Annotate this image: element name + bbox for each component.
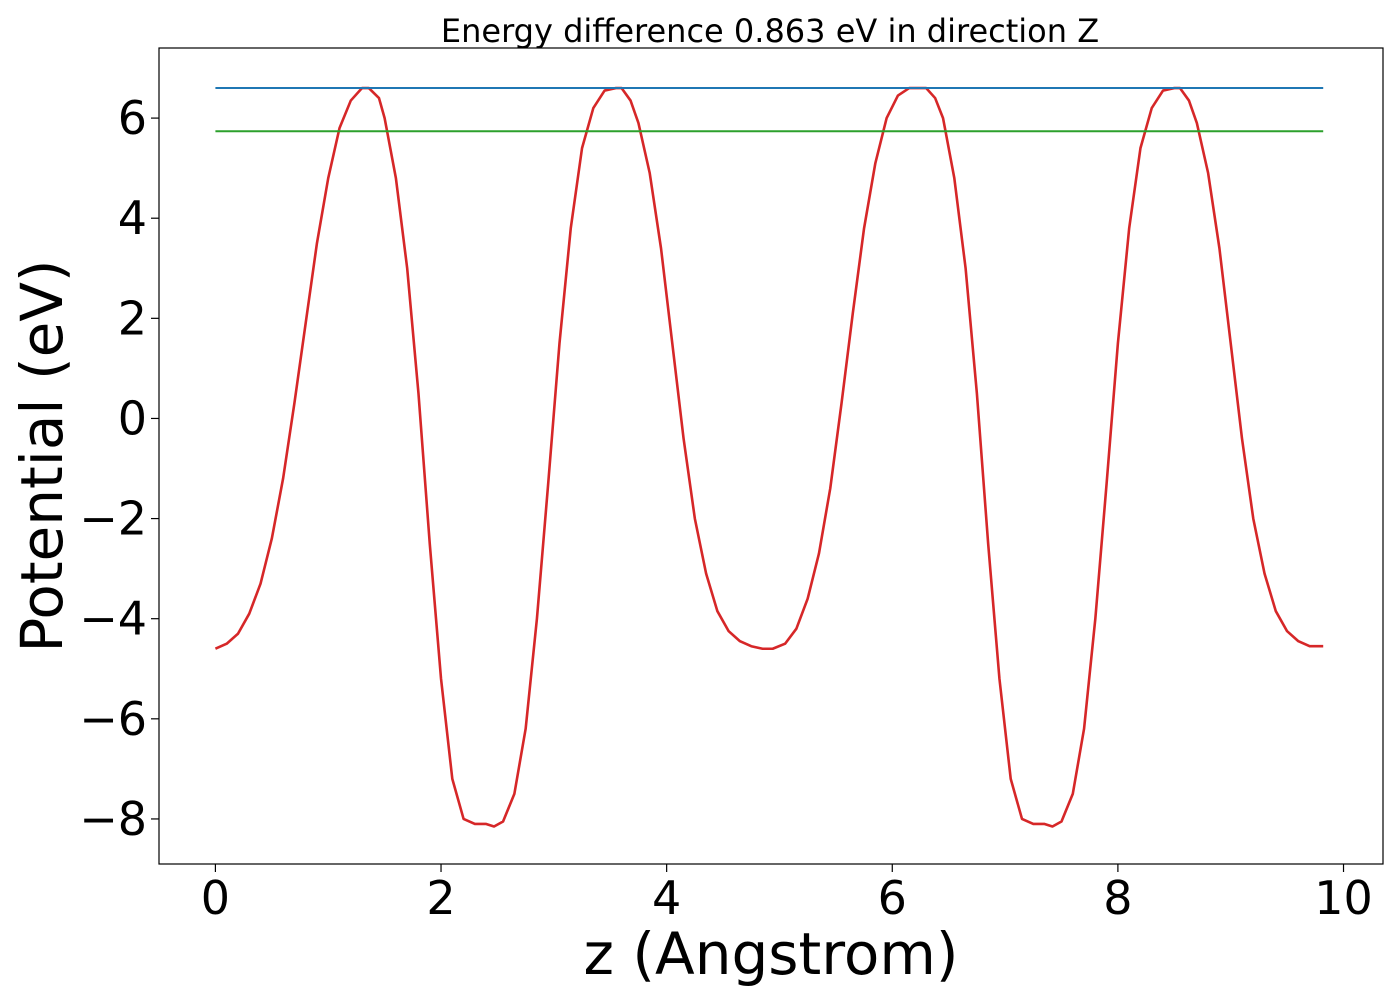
x-tick-label: 4 — [652, 871, 681, 925]
y-tick-label: 2 — [118, 291, 147, 345]
y-tick-label: −2 — [79, 492, 147, 546]
series-layer — [214, 86, 1324, 828]
y-tick-label: −4 — [79, 592, 147, 646]
x-tick-label: 6 — [878, 871, 907, 925]
y-tick-label: 0 — [118, 391, 147, 445]
y-tick-label: −8 — [79, 792, 147, 846]
x-tick-label: 0 — [201, 871, 230, 925]
y-tick-label: 4 — [118, 191, 147, 245]
x-tick-label: 10 — [1314, 871, 1373, 925]
x-axis: 0 2 4 6 8 10 — [201, 864, 1373, 925]
y-axis: −8 −6 −4 −2 0 2 4 6 — [79, 91, 159, 846]
y-tick-label: −6 — [79, 692, 147, 746]
potential-line — [214, 86, 1324, 828]
chart-title: Energy difference 0.863 eV in direction … — [441, 12, 1099, 50]
x-tick-label: 2 — [426, 871, 455, 925]
y-axis-label: Potential (eV) — [8, 259, 76, 652]
x-axis-label: z (Angstrom) — [584, 920, 959, 988]
axes-frame — [158, 47, 1384, 865]
y-tick-label: 6 — [118, 91, 147, 145]
x-tick-label: 8 — [1103, 871, 1132, 925]
